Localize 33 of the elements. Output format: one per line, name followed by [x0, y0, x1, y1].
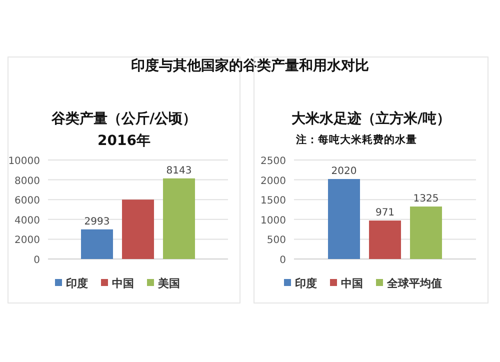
legend-label: 印度 — [66, 277, 88, 290]
data-label: 2993 — [84, 216, 110, 228]
legend-label: 全球平均值 — [386, 277, 442, 290]
data-label: 1325 — [413, 194, 439, 205]
bar — [369, 220, 401, 259]
chart-title: 大米水足迹（立方米/吨） — [291, 110, 451, 127]
bar — [81, 229, 113, 259]
bar — [410, 206, 442, 259]
legend-label: 中国 — [341, 277, 363, 290]
y-tick-label: 1000 — [260, 215, 286, 226]
legend-label: 中国 — [112, 277, 134, 290]
y-tick-label: 4000 — [14, 215, 40, 226]
y-tick-label: 2000 — [14, 235, 40, 246]
chart-subtitle: 2016年 — [98, 133, 150, 149]
y-tick-label: 1500 — [260, 196, 286, 207]
y-tick-label: 6000 — [14, 196, 40, 207]
bar — [328, 179, 360, 259]
data-label: 8143 — [166, 165, 192, 176]
y-tick-label: 10000 — [8, 156, 40, 167]
text: 注：每吨大米耗费的水量 — [295, 133, 417, 146]
y-tick-label: 0 — [34, 255, 40, 266]
data-label: 2020 — [331, 166, 357, 178]
legend-label: 美国 — [157, 277, 180, 290]
chart-title: 谷类产量（公斤/公顷） — [50, 110, 197, 127]
legend-label: 印度 — [295, 277, 317, 290]
y-tick-label: 2500 — [260, 156, 286, 167]
y-tick-label: 500 — [266, 235, 286, 246]
bar — [122, 200, 154, 259]
data-label: 971 — [375, 208, 395, 219]
y-tick-label: 8000 — [14, 176, 40, 187]
bar — [163, 178, 195, 259]
y-tick-label: 0 — [280, 255, 286, 266]
y-tick-label: 2000 — [260, 176, 286, 187]
